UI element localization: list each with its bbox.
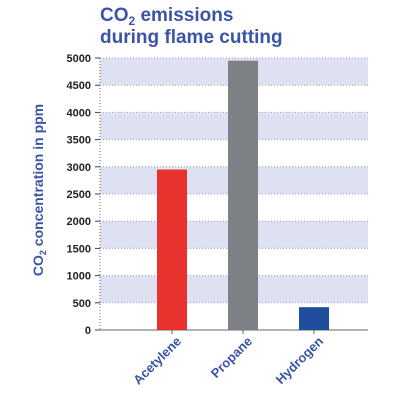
category-labels: Acetylene Propane Hydrogen	[130, 330, 326, 388]
y-tick-label: 0	[85, 325, 91, 337]
bar-propane	[228, 60, 258, 330]
chart-title-line-1: CO2 emissions	[100, 5, 234, 28]
y-tick-label: 3000	[67, 162, 91, 174]
y-tick-label: 4500	[67, 80, 91, 92]
y-tick-label: 3500	[67, 135, 91, 147]
y-tick-label: 1000	[67, 271, 91, 283]
y-tick-label: 4000	[67, 107, 91, 119]
y-tick-label: 5000	[67, 53, 91, 65]
category-label: Hydrogen	[273, 333, 327, 387]
y-tick-label: 2000	[67, 216, 91, 228]
chart-title: CO2 emissions during flame cutting	[100, 5, 400, 49]
chart-title-line-2: during flame cutting	[100, 27, 283, 48]
y-tick-label: 2500	[67, 189, 91, 201]
bar-acetylene	[157, 169, 187, 330]
category-label: Acetylene	[130, 334, 184, 388]
bar-hydrogen	[299, 307, 329, 330]
category-label: Propane	[208, 334, 255, 381]
bars	[157, 60, 329, 330]
y-tick-label: 500	[73, 298, 91, 310]
y-tick-label: 1500	[67, 243, 91, 255]
